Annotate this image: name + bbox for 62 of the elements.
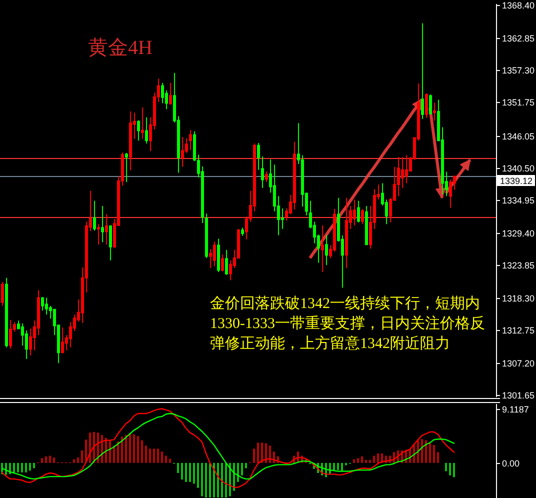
- candlestick: [425, 92, 428, 118]
- candlestick: [213, 241, 216, 267]
- y-tick-label: 1362.85: [502, 34, 535, 44]
- candlestick: [217, 238, 220, 273]
- y-tick-label: 1340.50: [502, 164, 535, 174]
- candlestick: [9, 319, 12, 350]
- candlestick: [1, 281, 4, 306]
- candlestick: [45, 297, 48, 316]
- y-tick-label: 1307.20: [502, 358, 535, 369]
- candlestick: [169, 82, 172, 105]
- candlestick: [137, 120, 140, 142]
- y-tick-label: 1368.40: [502, 0, 535, 11]
- y-tick-label: 1312.75: [502, 326, 535, 336]
- y-tick-label: 1351.75: [502, 98, 535, 108]
- candlestick: [421, 22, 424, 120]
- candlestick: [125, 152, 128, 183]
- candlestick: [353, 199, 356, 226]
- y-tick-label: 1323.85: [502, 260, 535, 271]
- candlestick: [293, 141, 296, 210]
- candlestick: [101, 206, 104, 243]
- candlestick: [109, 224, 112, 261]
- ref-line-label: 1339.12: [500, 176, 533, 186]
- candlestick: [105, 214, 108, 246]
- y-tick-label: 1334.95: [502, 196, 535, 206]
- line-series: [1, 408, 455, 488]
- candlestick: [433, 102, 436, 122]
- y-tick-label: 1301.65: [502, 390, 535, 401]
- candlestick: [41, 296, 44, 312]
- candlestick: [5, 277, 8, 348]
- y-tick-label: 1318.30: [502, 294, 535, 304]
- candlestick: [181, 136, 184, 168]
- candlestick: [205, 213, 208, 259]
- candlestick: [257, 142, 260, 170]
- candlestick: [365, 206, 368, 246]
- y-tick-label: 1357.30: [502, 66, 535, 76]
- candlestick: [225, 249, 228, 276]
- candlestick: [261, 156, 264, 188]
- y-tick-label: 0.00: [502, 458, 520, 469]
- candlestick: [265, 171, 268, 183]
- candlestick: [93, 200, 96, 232]
- candlestick: [321, 224, 324, 273]
- annotation: 金价回落跌破1342一线持续下行，短期内1330-1333一带重要支撑，日内关注价格反弹修正动能，上方留意1342附近阻力: [210, 295, 485, 352]
- candlestick: [397, 156, 400, 197]
- candlestick: [61, 327, 64, 354]
- candlestick: [345, 197, 348, 268]
- candlestick: [449, 179, 452, 208]
- candlestick: [145, 116, 148, 144]
- y-tick-label: 1346.05: [502, 132, 535, 142]
- candlestick: [129, 110, 132, 171]
- candlestick: [325, 234, 328, 266]
- text: 黄金4H: [88, 37, 152, 59]
- candlestick: [357, 200, 360, 223]
- candlestick: [189, 130, 192, 150]
- candlestick: [141, 106, 144, 140]
- candlestick: [97, 224, 100, 246]
- y-tick-label: 1329.40: [502, 228, 535, 239]
- candlestick: [241, 227, 244, 236]
- candlestick: [361, 208, 364, 225]
- candlestick: [429, 94, 432, 115]
- candlestick: [405, 154, 408, 184]
- y-tick-label: 9.1187: [502, 404, 529, 415]
- candlestick: [221, 254, 224, 272]
